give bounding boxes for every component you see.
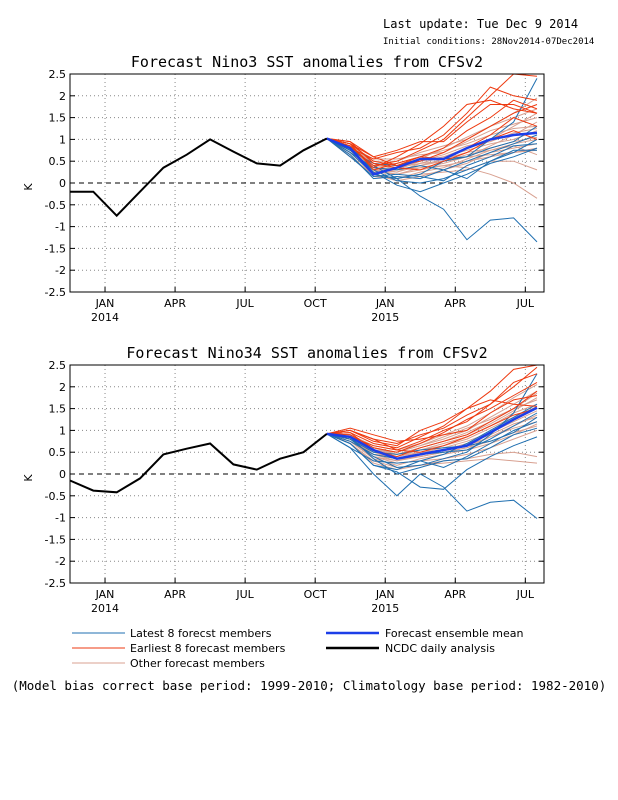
latest-member-line	[326, 433, 538, 519]
legend-label-other: Other forecast members	[130, 657, 265, 670]
plot-frame	[69, 364, 545, 584]
y-tick-label: 1	[59, 424, 66, 437]
legend-label-earliest: Earliest 8 forecast members	[130, 642, 286, 655]
x-tick-label: APR	[164, 297, 186, 310]
x-tick-label: OCT	[304, 588, 327, 601]
y-axis-label: K	[22, 474, 35, 482]
earliest-member-line	[326, 395, 538, 442]
x-year-label: 2014	[91, 311, 119, 324]
y-tick-label: -0.5	[45, 490, 66, 503]
x-tick-label: OCT	[304, 297, 327, 310]
chart-title: Forecast Nino3 SST anomalies from CFSv2	[131, 53, 483, 71]
y-tick-label: -1	[55, 512, 66, 525]
y-tick-label: 1	[59, 133, 66, 146]
earliest-member-line	[326, 373, 538, 445]
y-tick-label: 1.5	[49, 112, 67, 125]
x-tick-label: JUL	[235, 297, 254, 310]
last-update-text: Last update: Tue Dec 9 2014	[383, 17, 578, 31]
earliest-member-line	[326, 99, 538, 169]
y-tick-label: 2	[59, 90, 66, 103]
nino34-chart: Forecast Nino34 SST anomalies from CFSv2…	[22, 344, 545, 615]
latest-member-line	[326, 134, 538, 180]
x-tick-label: JAN	[375, 297, 395, 310]
x-year-label: 2014	[91, 602, 119, 615]
other-member-line	[326, 433, 538, 469]
earliest-member-line	[326, 408, 538, 453]
x-tick-label: APR	[164, 588, 186, 601]
legend-label-ncdc: NCDC daily analysis	[385, 642, 495, 655]
x-tick-label: APR	[444, 297, 466, 310]
latest-member-line	[326, 403, 538, 471]
y-tick-label: 2	[59, 381, 66, 394]
x-tick-label: APR	[444, 588, 466, 601]
grid	[70, 74, 544, 292]
y-tick-label: -2	[55, 555, 66, 568]
ncdc-observed-line	[70, 137, 328, 218]
other-member-line	[326, 384, 538, 451]
y-tick-label: 0	[59, 177, 66, 190]
x-tick-label: JUL	[516, 297, 535, 310]
plot-frame	[69, 73, 545, 293]
y-tick-label: 0	[59, 468, 66, 481]
earliest-member-line	[326, 73, 538, 167]
x-tick-label: JUL	[516, 588, 535, 601]
chart-title: Forecast Nino34 SST anomalies from CFSv2	[126, 344, 487, 362]
latest-member-line	[326, 138, 538, 243]
x-year-label: 2015	[371, 602, 399, 615]
earliest-member-line	[326, 104, 538, 167]
x-tick-label: JAN	[95, 297, 115, 310]
earliest-member-line	[326, 130, 538, 171]
y-axis-label: K	[22, 183, 35, 191]
y-tick-label: 0.5	[49, 155, 67, 168]
y-tick-label: 1.5	[49, 403, 67, 416]
legend: Latest 8 forecst members Earliest 8 fore…	[72, 627, 524, 670]
y-tick-label: 0.5	[49, 446, 67, 459]
other-member-line	[326, 429, 538, 464]
grid	[70, 365, 544, 583]
x-tick-label: JUL	[235, 588, 254, 601]
legend-label-latest: Latest 8 forecst members	[130, 627, 272, 640]
legend-label-mean: Forecast ensemble mean	[385, 627, 524, 640]
x-year-label: 2015	[371, 311, 399, 324]
forecast-members	[326, 364, 538, 519]
ncdc-observed-line	[69, 433, 328, 494]
y-tick-label: -1.5	[45, 533, 66, 546]
earliest-member-line	[326, 399, 538, 447]
ensemble-mean-line	[326, 406, 538, 460]
bias-note: (Model bias correct base period: 1999-20…	[12, 678, 607, 693]
y-tick-label: -2.5	[45, 577, 66, 590]
ensemble-mean-line	[326, 131, 538, 176]
y-tick-label: -2	[55, 264, 66, 277]
y-tick-label: -1.5	[45, 242, 66, 255]
x-tick-label: JAN	[375, 588, 395, 601]
x-tick-label: JAN	[95, 588, 115, 601]
other-member-line	[326, 423, 538, 466]
y-tick-label: -1	[55, 221, 66, 234]
y-tick-label: -0.5	[45, 199, 66, 212]
y-tick-label: -2.5	[45, 286, 66, 299]
latest-member-line	[326, 427, 538, 475]
initial-conditions-text: Initial conditions: 28Nov2014-07Dec2014	[383, 37, 594, 47]
nino3-chart: Forecast Nino3 SST anomalies from CFSv2 -…	[22, 53, 545, 324]
other-member-line	[326, 138, 538, 173]
y-tick-label: 2.5	[49, 68, 67, 81]
earliest-member-line	[326, 86, 538, 160]
y-tick-label: 2.5	[49, 359, 67, 372]
